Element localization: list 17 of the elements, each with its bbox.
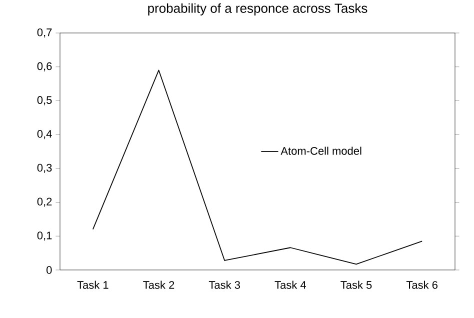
y-tick-label: 0,2: [37, 198, 52, 207]
y-tick-label: 0,7: [37, 28, 52, 38]
line-series: [92, 70, 423, 265]
y-tick-label: 0,6: [37, 62, 52, 72]
x-tick-label: Task 4: [274, 280, 306, 289]
y-tick-label: 0,4: [37, 130, 52, 140]
x-tick-label: Task 6: [406, 280, 438, 289]
x-tick-label: Task 1: [77, 280, 108, 289]
legend-label: Atom-Cell model: [280, 146, 362, 155]
y-tick-label: 0,3: [37, 164, 52, 173]
x-tick-label: Task 3: [208, 280, 240, 289]
y-tick-label: 0,1: [37, 232, 52, 241]
x-tick-label: Task 2: [143, 280, 174, 289]
y-tick-label: 0,5: [37, 96, 52, 106]
y-tick-label: 0: [46, 266, 52, 274]
chart-title: probability of a responce across Tasks: [148, 3, 368, 16]
x-tick-label: Task 5: [340, 280, 372, 289]
